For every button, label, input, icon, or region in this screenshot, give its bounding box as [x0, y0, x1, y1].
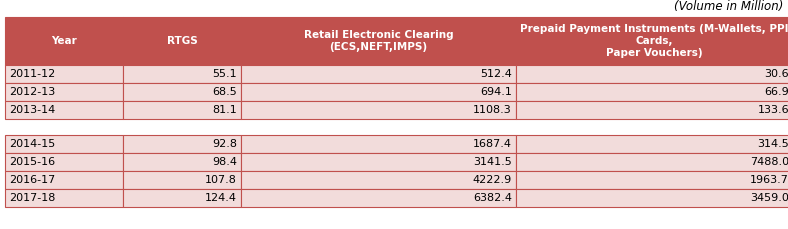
- Text: 6382.4: 6382.4: [473, 193, 512, 203]
- Bar: [241, 17, 516, 65]
- Bar: [5, 17, 123, 65]
- Text: 512.4: 512.4: [480, 69, 512, 79]
- Text: 2017-18: 2017-18: [9, 193, 55, 203]
- Text: RTGS: RTGS: [166, 36, 197, 46]
- Text: 66.9: 66.9: [764, 87, 788, 97]
- Bar: [123, 153, 241, 171]
- Bar: [241, 171, 516, 189]
- Bar: [241, 101, 516, 119]
- Bar: [123, 83, 241, 101]
- Text: 30.6: 30.6: [764, 69, 788, 79]
- Bar: [5, 153, 123, 171]
- Text: 92.8: 92.8: [212, 139, 237, 149]
- Text: 124.4: 124.4: [205, 193, 237, 203]
- Bar: [241, 189, 516, 207]
- Text: 3459.0: 3459.0: [750, 193, 788, 203]
- Text: 694.1: 694.1: [480, 87, 512, 97]
- Text: 1687.4: 1687.4: [473, 139, 512, 149]
- Text: 4222.9: 4222.9: [473, 175, 512, 185]
- Text: 1108.3: 1108.3: [474, 105, 512, 115]
- Text: 2016-17: 2016-17: [9, 175, 55, 185]
- Bar: [516, 189, 788, 207]
- Bar: [241, 83, 516, 101]
- Bar: [5, 135, 123, 153]
- Text: 81.1: 81.1: [212, 105, 237, 115]
- Text: 2014-15: 2014-15: [9, 139, 55, 149]
- Bar: [241, 153, 516, 171]
- Text: 7488.0: 7488.0: [750, 157, 788, 167]
- Bar: [5, 101, 123, 119]
- Text: 314.5: 314.5: [757, 139, 788, 149]
- Bar: [5, 171, 123, 189]
- Text: 2011-12: 2011-12: [9, 69, 55, 79]
- Bar: [123, 189, 241, 207]
- Text: Year: Year: [51, 36, 77, 46]
- Text: 1963.7: 1963.7: [750, 175, 788, 185]
- Text: Retail Electronic Clearing
(ECS,NEFT,IMPS): Retail Electronic Clearing (ECS,NEFT,IMP…: [303, 30, 453, 52]
- Bar: [241, 65, 516, 83]
- Text: 3141.5: 3141.5: [474, 157, 512, 167]
- Bar: [516, 135, 788, 153]
- Bar: [5, 83, 123, 101]
- Bar: [123, 65, 241, 83]
- Bar: [516, 153, 788, 171]
- Bar: [123, 135, 241, 153]
- Bar: [516, 171, 788, 189]
- Text: (Volume in Million): (Volume in Million): [674, 0, 783, 13]
- Text: 2015-16: 2015-16: [9, 157, 55, 167]
- Text: 107.8: 107.8: [205, 175, 237, 185]
- Text: 55.1: 55.1: [213, 69, 237, 79]
- Bar: [123, 101, 241, 119]
- Bar: [5, 65, 123, 83]
- Bar: [516, 17, 788, 65]
- Text: Prepaid Payment Instruments (M-Wallets, PPI
Cards,
Paper Vouchers): Prepaid Payment Instruments (M-Wallets, …: [520, 25, 788, 58]
- Text: 68.5: 68.5: [212, 87, 237, 97]
- Bar: [123, 17, 241, 65]
- Bar: [516, 101, 788, 119]
- Text: 2012-13: 2012-13: [9, 87, 55, 97]
- Text: 98.4: 98.4: [212, 157, 237, 167]
- Bar: [241, 135, 516, 153]
- Bar: [123, 171, 241, 189]
- Bar: [516, 65, 788, 83]
- Text: 133.6: 133.6: [757, 105, 788, 115]
- Bar: [516, 83, 788, 101]
- Text: 2013-14: 2013-14: [9, 105, 55, 115]
- Bar: [5, 189, 123, 207]
